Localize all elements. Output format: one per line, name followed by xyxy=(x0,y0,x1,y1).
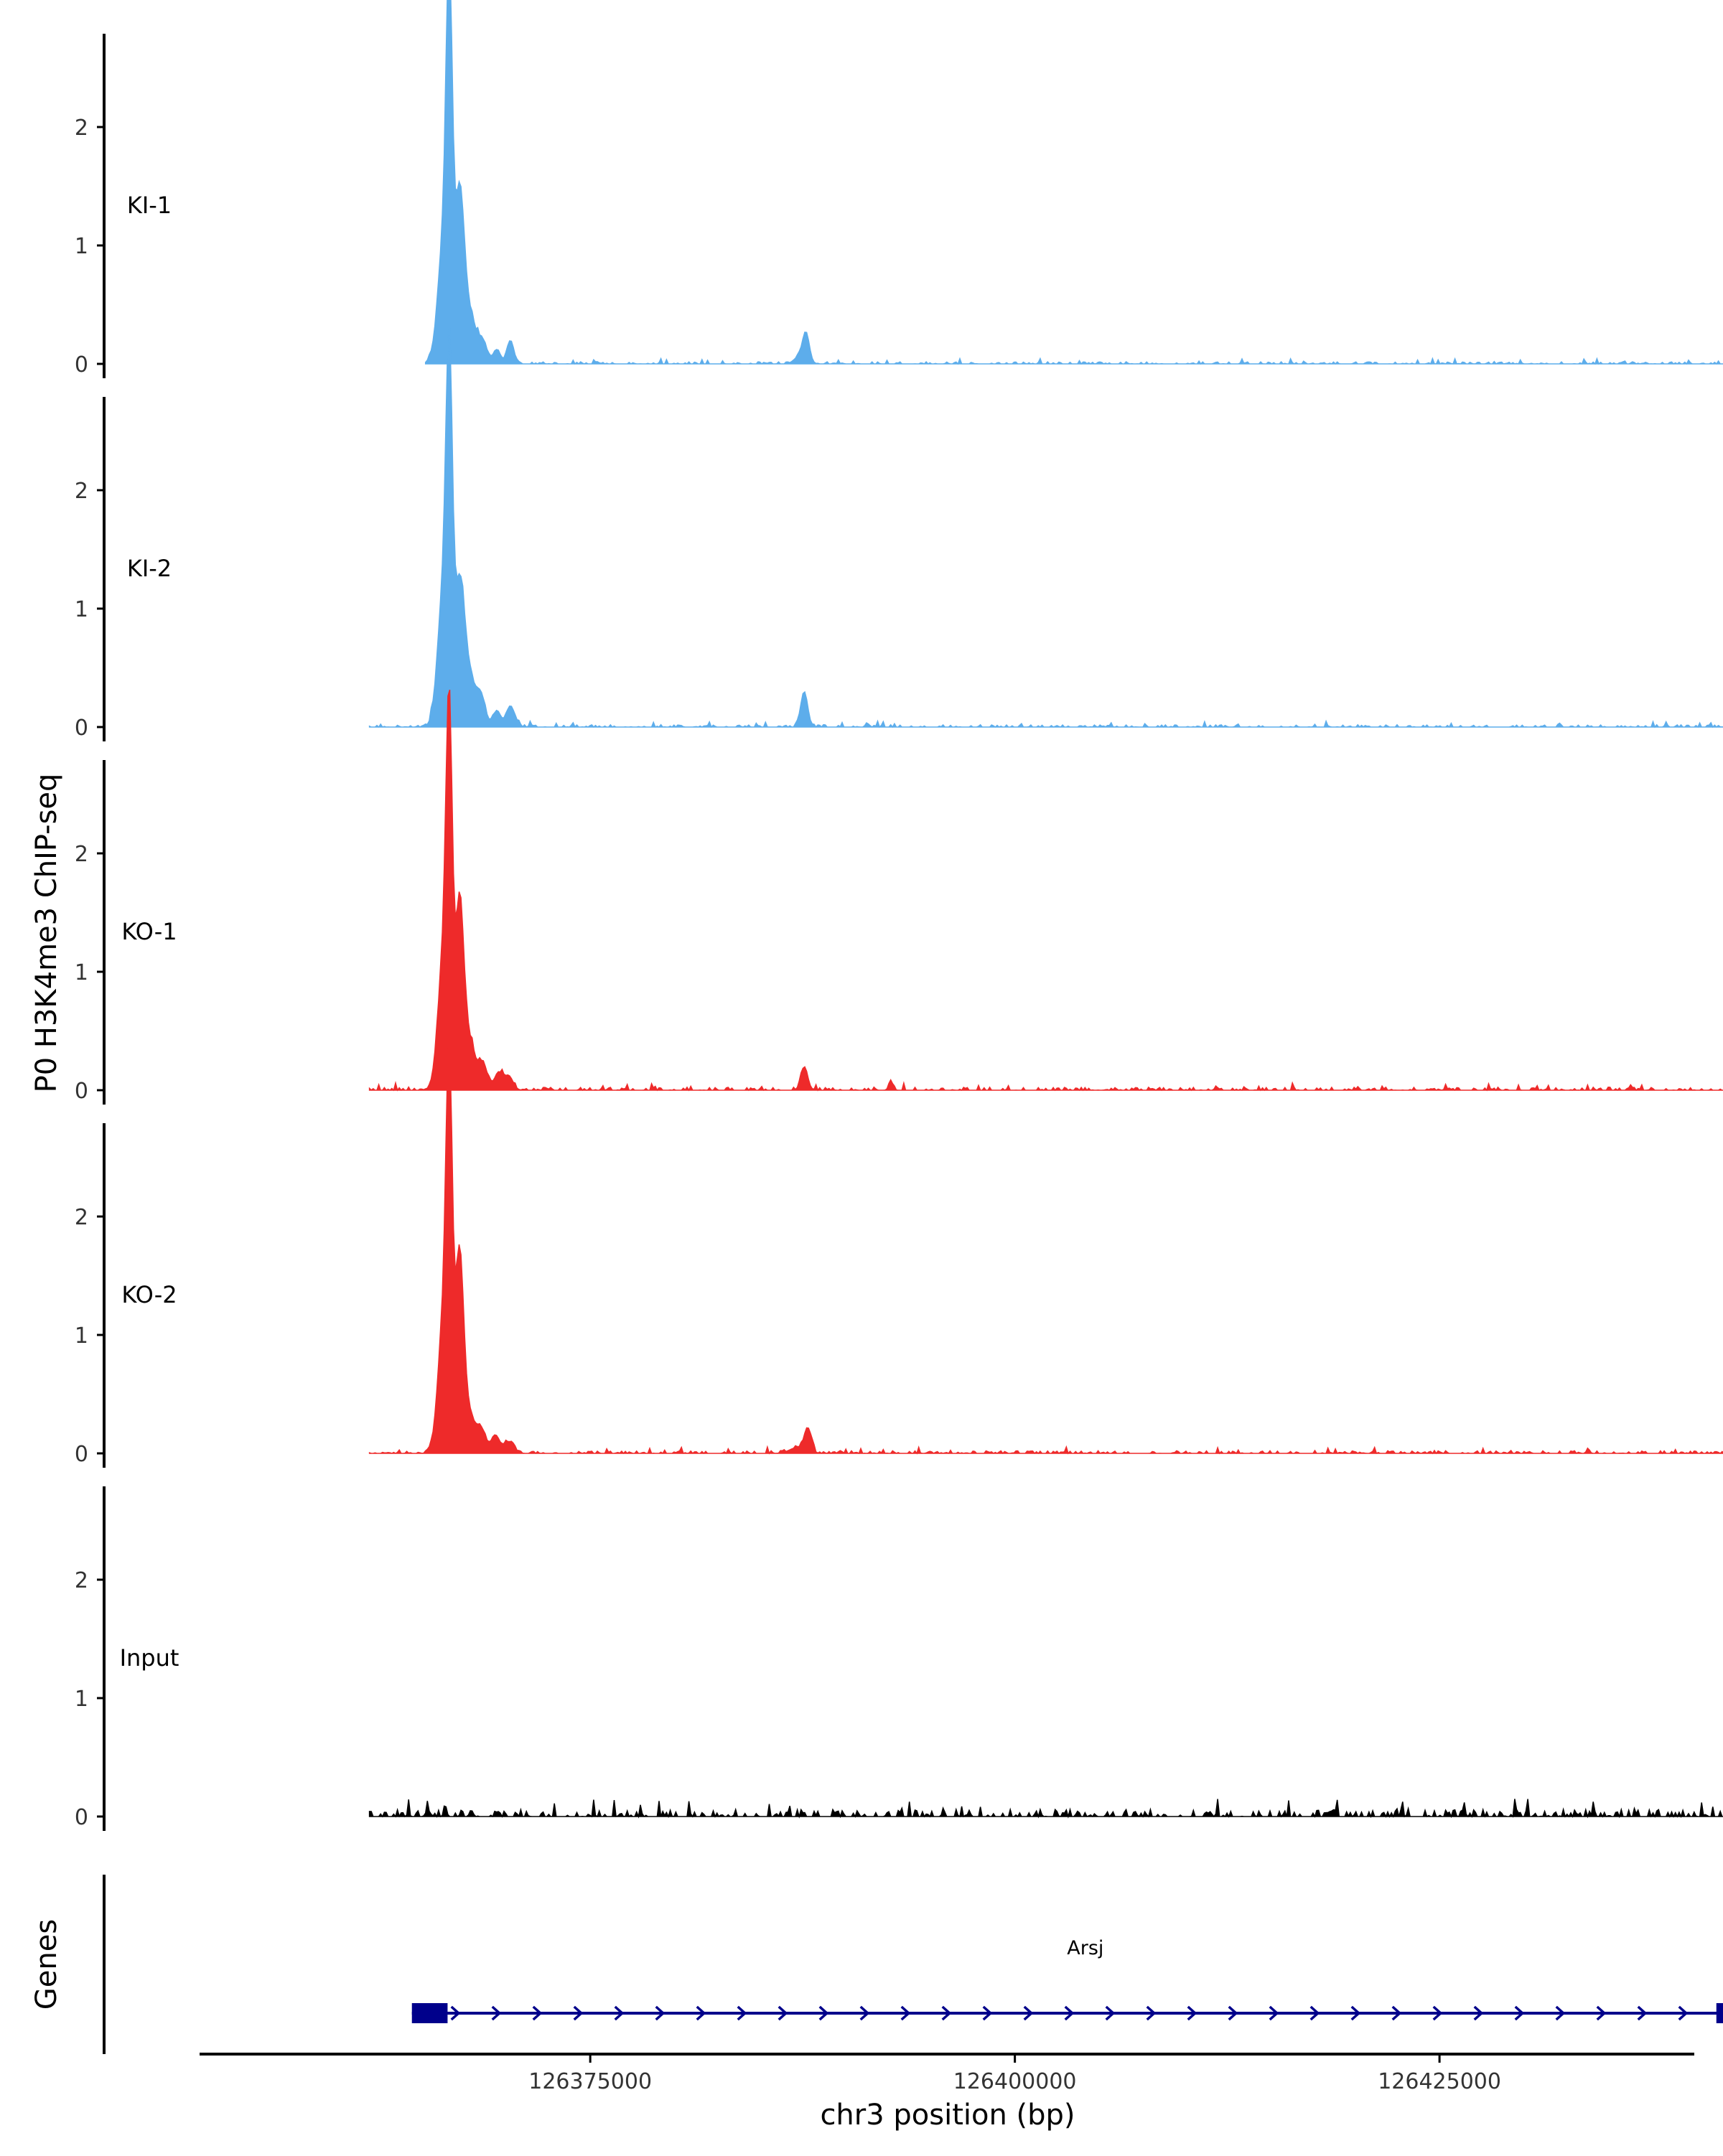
track-label: Input xyxy=(120,1644,179,1672)
gene-exon xyxy=(1716,2003,1723,2023)
strand-arrow xyxy=(491,2005,502,2021)
strand-arrow xyxy=(1105,2005,1116,2021)
y-tick-label: 1 xyxy=(75,234,88,259)
strand-arrow xyxy=(1432,2005,1443,2021)
track-ko-1: 0 1 2 KO-1 xyxy=(75,689,1723,1105)
strand-arrow xyxy=(778,2005,788,2021)
y-tick-label: 2 xyxy=(75,479,88,504)
y-tick-label: 0 xyxy=(75,352,88,378)
strand-arrow xyxy=(818,2005,829,2021)
strand-arrow xyxy=(532,2005,543,2021)
y-tick-label: 2 xyxy=(75,1205,88,1230)
strand-arrow xyxy=(573,2005,584,2021)
strand-arrow xyxy=(1596,2005,1607,2021)
strand-arrow xyxy=(1514,2005,1525,2021)
coverage-area xyxy=(368,326,1723,728)
strand-arrow xyxy=(1637,2005,1648,2021)
strand-arrow xyxy=(1555,2005,1566,2021)
y-tick-label: 0 xyxy=(75,1079,88,1104)
x-tick-label: 126375000 xyxy=(528,2069,652,2094)
strand-arrow xyxy=(982,2005,993,2021)
track-label: KI-2 xyxy=(127,555,172,582)
y-tick-label: 0 xyxy=(75,716,88,741)
strand-arrow xyxy=(1228,2005,1238,2021)
strand-arrow xyxy=(1350,2005,1361,2021)
track-label: KI-1 xyxy=(127,192,172,219)
track-label: KO-2 xyxy=(121,1281,177,1308)
y-tick-label: 0 xyxy=(75,1442,88,1467)
x-axis: 126375000 126400000 126425000 xyxy=(200,2053,1694,2094)
x-tick-label: 126400000 xyxy=(953,2069,1077,2094)
y-tick-label: 2 xyxy=(75,116,88,141)
track-label: KO-1 xyxy=(121,918,177,945)
strand-arrow xyxy=(900,2005,911,2021)
y-axis-title: P0 H3K4me3 ChIP-seq xyxy=(30,774,63,1093)
strand-arrow xyxy=(1678,2005,1689,2021)
track-ko-2: 0 1 2 KO-2 xyxy=(75,1042,1723,1468)
strand-arrow xyxy=(1391,2005,1402,2021)
y-tick-label: 1 xyxy=(75,597,88,622)
gene-exon xyxy=(411,2003,448,2023)
gene-track: Genes Arsj xyxy=(30,1875,1723,2054)
y-tick-label: 1 xyxy=(75,1687,88,1712)
track-ki-2: 0 1 2 KI-2 xyxy=(75,326,1723,741)
coverage-area xyxy=(368,1799,1723,1819)
strand-arrow xyxy=(859,2005,870,2021)
strand-arrow xyxy=(1064,2005,1075,2021)
strand-arrow xyxy=(696,2005,706,2021)
strand-arrow xyxy=(1269,2005,1279,2021)
y-tick-label: 1 xyxy=(75,1323,88,1349)
strand-arrow xyxy=(1187,2005,1197,2021)
strand-arrow xyxy=(450,2005,461,2021)
x-tick-label: 126425000 xyxy=(1378,2069,1501,2094)
coverage-area xyxy=(368,1042,1723,1455)
x-axis-title: chr3 position (bp) xyxy=(820,2099,1075,2132)
track-input: 0 1 2 Input xyxy=(75,1486,1723,1831)
gene-track-label: Genes xyxy=(30,1919,63,2010)
y-tick-label: 2 xyxy=(75,842,88,867)
strand-arrow xyxy=(1146,2005,1157,2021)
strand-arrow xyxy=(1309,2005,1320,2021)
y-tick-label: 0 xyxy=(75,1805,88,1830)
strand-arrow xyxy=(941,2005,952,2021)
coverage-area xyxy=(424,0,1723,365)
strand-arrow xyxy=(737,2005,747,2021)
strand-arrow xyxy=(1023,2005,1034,2021)
tracks-layer: 0 1 2 KI-1 0 1 2 KI-2 0 1 2 KO-1 0 1 2 KO-2 0 1 2 Input xyxy=(75,0,1723,1831)
strand-arrow xyxy=(1473,2005,1484,2021)
y-tick-label: 1 xyxy=(75,960,88,985)
strand-arrow xyxy=(655,2005,666,2021)
track-ki-1: 0 1 2 KI-1 xyxy=(75,0,1723,378)
gene-name: Arsj xyxy=(1067,1937,1103,1959)
coverage-area xyxy=(368,689,1723,1092)
y-tick-label: 2 xyxy=(75,1568,88,1593)
strand-arrow xyxy=(614,2005,625,2021)
